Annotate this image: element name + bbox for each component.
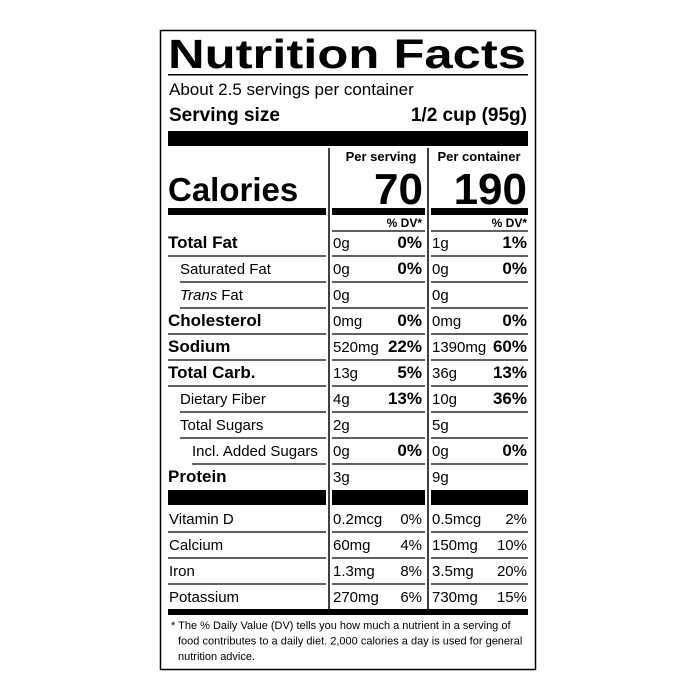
amount: 0g [432, 287, 449, 304]
percent-dv: 0% [502, 441, 527, 460]
thick-bar [168, 131, 528, 146]
percent-dv: 5% [397, 363, 422, 382]
percent-dv: 60% [493, 337, 527, 356]
percent-dv: 4% [400, 537, 422, 554]
percent-dv: 6% [400, 589, 422, 606]
calories-value: 70 [374, 165, 423, 214]
percent-dv: 0% [400, 511, 422, 528]
percent-dv: 10% [497, 537, 527, 554]
title: Nutrition Facts [168, 31, 526, 77]
amount: 0g [333, 235, 350, 252]
percent-dv: 0% [397, 441, 422, 460]
amount: 0g [333, 443, 350, 460]
percent-dv: 0% [502, 259, 527, 278]
column-header: Per serving [346, 149, 417, 164]
dv-header: % DV* [387, 216, 423, 230]
percent-dv: 0% [502, 311, 527, 330]
nutrient-label: Saturated Fat [180, 261, 272, 278]
label-part: Fat [221, 287, 244, 304]
amount: 730mg [432, 589, 478, 606]
serving-size-label: Serving size [169, 105, 280, 126]
nutrient-label: Trans Fat [180, 287, 244, 304]
amount: 1390mg [432, 339, 486, 356]
amount: 0g [432, 261, 449, 278]
vitamin-label: Iron [169, 563, 195, 580]
rows: Total Fat 0g 0% 1g 1% Saturated Fat 0g 0% 0g 0% Tr… [168, 230, 528, 663]
amount: 0.5mcg [432, 511, 481, 528]
amount: 13g [333, 365, 358, 382]
percent-dv: 13% [493, 363, 527, 382]
vitamin-label: Potassium [169, 589, 239, 606]
percent-dv: 20% [497, 563, 527, 580]
amount: 3.5mg [432, 563, 474, 580]
amount: 9g [432, 469, 449, 486]
amount: 0.2mcg [333, 511, 382, 528]
nutrient-label: Protein [168, 467, 227, 486]
serving-size: 1/2 cup (95g) [411, 105, 527, 126]
percent-dv: 2% [505, 511, 527, 528]
bar [332, 208, 425, 215]
amount: 270mg [333, 589, 379, 606]
nutrient-label: Total Sugars [180, 417, 263, 434]
amount: 0mg [432, 313, 461, 330]
vitamin-label: Calcium [169, 537, 223, 554]
percent-dv: 22% [388, 337, 422, 356]
percent-dv: 15% [497, 589, 527, 606]
amount: 4g [333, 391, 350, 408]
amount: 1.3mg [333, 563, 375, 580]
nutrient-label: Incl. Added Sugars [192, 443, 318, 460]
calories-label: Calories [168, 171, 298, 208]
amount: 36g [432, 365, 457, 382]
amount: 3g [333, 469, 350, 486]
thick-bar [168, 490, 326, 505]
nutrient-label: Dietary Fiber [180, 391, 266, 408]
nutrient-label: Total Carb. [168, 363, 256, 382]
nutrient-label: Cholesterol [168, 311, 262, 330]
percent-dv: 13% [388, 389, 422, 408]
percent-dv: 8% [400, 563, 422, 580]
bar [168, 208, 326, 215]
amount: 60mg [333, 537, 371, 554]
percent-dv: 36% [493, 389, 527, 408]
amount: 5g [432, 417, 449, 434]
amount: 0g [333, 287, 350, 304]
rule [168, 74, 528, 76]
column-header: Per container [437, 149, 520, 164]
bar [431, 208, 528, 215]
calories-value: 190 [454, 165, 527, 214]
percent-dv: 0% [397, 233, 422, 252]
footnote: nutrition advice. [178, 651, 255, 663]
amount: 0g [333, 261, 350, 278]
percent-dv: 0% [397, 259, 422, 278]
amount: 2g [333, 417, 350, 434]
amount: 0g [432, 443, 449, 460]
amount: 0mg [333, 313, 362, 330]
footnote: food contributes to a daily diet. 2,000 … [178, 636, 522, 648]
footnote: * The % Daily Value (DV) tells you how m… [171, 620, 511, 632]
thick-bar [332, 490, 425, 505]
percent-dv: 0% [397, 311, 422, 330]
amount: 10g [432, 391, 457, 408]
vitamin-label: Vitamin D [169, 511, 234, 528]
nutrient-label: Sodium [168, 337, 230, 356]
amount: 1g [432, 235, 449, 252]
percent-dv: 1% [502, 233, 527, 252]
amount: 150mg [432, 537, 478, 554]
bar [168, 609, 528, 615]
nutrient-label: Total Fat [168, 233, 238, 252]
servings: About 2.5 servings per container [169, 80, 414, 99]
dv-header: % DV* [492, 216, 528, 230]
amount: 520mg [333, 339, 379, 356]
thick-bar [431, 490, 528, 505]
italic-part: Trans [180, 287, 218, 304]
